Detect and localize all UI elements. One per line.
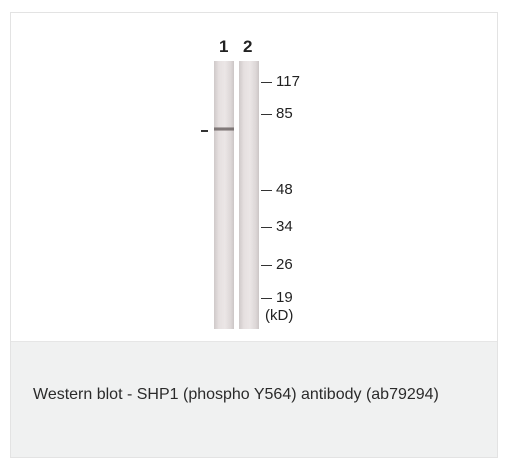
mw-unit-label: (kD): [265, 307, 294, 324]
caption-panel: Western blot - SHP1 (phospho Y564) antib…: [11, 341, 497, 457]
image-card: 1 2 117 85 48 34 26 19 (kD) Western blot…: [10, 12, 498, 458]
band-indicator-dash: [201, 130, 208, 132]
mw-marker-85: 85: [261, 105, 293, 122]
mw-marker-48: 48: [261, 181, 293, 198]
mw-marker-117: 117: [261, 73, 300, 90]
lane-label-1: 1: [219, 37, 229, 56]
lane-label-2: 2: [243, 37, 253, 56]
western-blot-figure: 1 2 117 85 48 34 26 19 (kD): [11, 13, 497, 341]
mw-marker-34: 34: [261, 218, 293, 235]
mw-marker-26: 26: [261, 256, 293, 273]
image-caption: Western blot - SHP1 (phospho Y564) antib…: [33, 386, 439, 403]
blot-lane-2: [239, 61, 259, 329]
mw-marker-19: 19: [261, 289, 293, 306]
protein-band: [214, 127, 234, 131]
blot-lane-1: [214, 61, 234, 329]
